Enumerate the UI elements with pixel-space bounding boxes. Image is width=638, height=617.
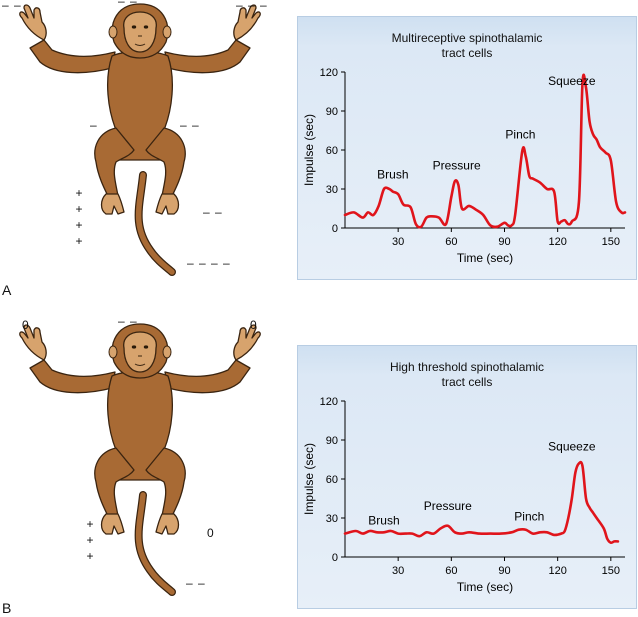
response-marks-tail-a: – – – – (187, 256, 231, 270)
monkey-illustration-a (19, 3, 261, 276)
monkey-face (123, 331, 157, 373)
response-marks-right-thigh-a: – – (180, 118, 200, 132)
response-marks-left-thigh-a: – (90, 118, 98, 132)
response-marks-left-hand-a: – – (2, 0, 22, 12)
y-tick-label: 30 (326, 184, 338, 196)
line-chart-a: 0 30 60 90 120 30 60 90 120 150 Time (sec) Impulse … (302, 67, 627, 265)
stimulus-label: Squeeze (548, 74, 596, 88)
x-tick-label: 90 (498, 565, 510, 577)
y-tick-label: 90 (326, 106, 338, 118)
stimulus-label: Brush (368, 514, 399, 528)
x-axis-label: Time (sec) (457, 251, 513, 265)
monkey-mouth (134, 363, 146, 366)
monkey-right-eye (143, 25, 149, 29)
response-marks-left-foot-a: + + + + (75, 186, 83, 248)
response-marks-head-b: – – (118, 314, 138, 328)
monkey-right-ear (162, 345, 172, 359)
y-tick-label: 0 (332, 223, 338, 235)
x-tick-label: 60 (445, 565, 457, 577)
y-tick-label: 30 (326, 513, 338, 525)
x-axis-label: Time (sec) (457, 580, 513, 594)
monkey-tail (135, 492, 175, 595)
monkey-figure (19, 3, 261, 276)
monkey-left-eye (131, 25, 137, 29)
monkey-left-hand (19, 324, 47, 361)
y-tick-label: 120 (320, 396, 338, 408)
panel-label-b: B (2, 600, 12, 616)
response-marks-right-foot-b: 0 (207, 526, 215, 540)
stimulus-label: Squeeze (548, 439, 596, 453)
monkey-right-arm (164, 359, 251, 394)
panel-label-a: A (2, 282, 12, 298)
chart-title-a: Multireceptive spinothalamic tract cells (391, 31, 543, 60)
monkey-left-foot (100, 193, 125, 215)
y-tick-label: 90 (326, 435, 338, 447)
monkey-tail (135, 172, 175, 275)
monkey-illustration-b (19, 323, 261, 596)
chart-panel-b: High threshold spinothalamic tract cells (297, 345, 637, 609)
monkey-right-eye (143, 345, 149, 349)
response-curve (343, 73, 627, 229)
x-tick-label: 60 (445, 236, 457, 248)
monkey-left-eye (131, 345, 137, 349)
monkey-figure (19, 323, 261, 596)
monkey-left-ear (108, 25, 118, 39)
line-chart-b: 0 30 60 90 120 30 60 90 120 150 Time (sec) Impulse … (302, 396, 625, 594)
response-marks-left-hand-b: 0 (22, 318, 30, 332)
x-tick-label: 120 (548, 236, 566, 248)
y-axis-label: Impulse (sec) (302, 114, 316, 186)
x-tick-label: 150 (602, 236, 620, 248)
monkey-right-hand (233, 324, 261, 361)
response-marks-right-hand-b: 0 (250, 318, 258, 332)
y-axis-label: Impulse (sec) (302, 443, 316, 515)
monkey-left-hand (19, 4, 47, 41)
x-tick-label: 150 (602, 565, 620, 577)
y-tick-label: 120 (320, 67, 338, 79)
stimulus-label: Pressure (424, 499, 472, 513)
chart-title-b: High threshold spinothalamic tract cells (389, 360, 545, 389)
x-tick-label: 120 (548, 565, 566, 577)
response-marks-left-foot-b: + + + (86, 517, 94, 563)
monkey-left-arm (29, 39, 116, 74)
stimulus-label: Pinch (514, 510, 544, 524)
monkey-right-arm (164, 39, 251, 74)
y-tick-label: 0 (332, 552, 338, 564)
monkey-right-foot (155, 193, 180, 215)
x-tick-label: 90 (498, 236, 510, 248)
response-marks-head-a: – – (118, 0, 138, 8)
response-marks-right-foot-a: – – (203, 205, 223, 219)
monkey-face (123, 11, 157, 53)
monkey-left-ear (108, 345, 118, 359)
stimulus-label: Brush (377, 168, 408, 182)
y-tick-label: 60 (326, 145, 338, 157)
response-curve (343, 460, 620, 545)
monkey-right-hand (233, 4, 261, 41)
monkey-right-foot (155, 513, 180, 535)
y-tick-label: 60 (326, 474, 338, 486)
stimulus-label: Pinch (505, 127, 535, 141)
monkey-right-ear (162, 25, 172, 39)
x-tick-label: 30 (392, 236, 404, 248)
monkey-left-arm (29, 359, 116, 394)
stimulus-label: Pressure (433, 159, 481, 173)
response-marks-tail-b: – – (186, 576, 206, 590)
x-tick-label: 30 (392, 565, 404, 577)
monkey-mouth (134, 43, 146, 46)
monkey-left-foot (100, 513, 125, 535)
response-marks-right-hand-a: – – – (236, 0, 268, 12)
